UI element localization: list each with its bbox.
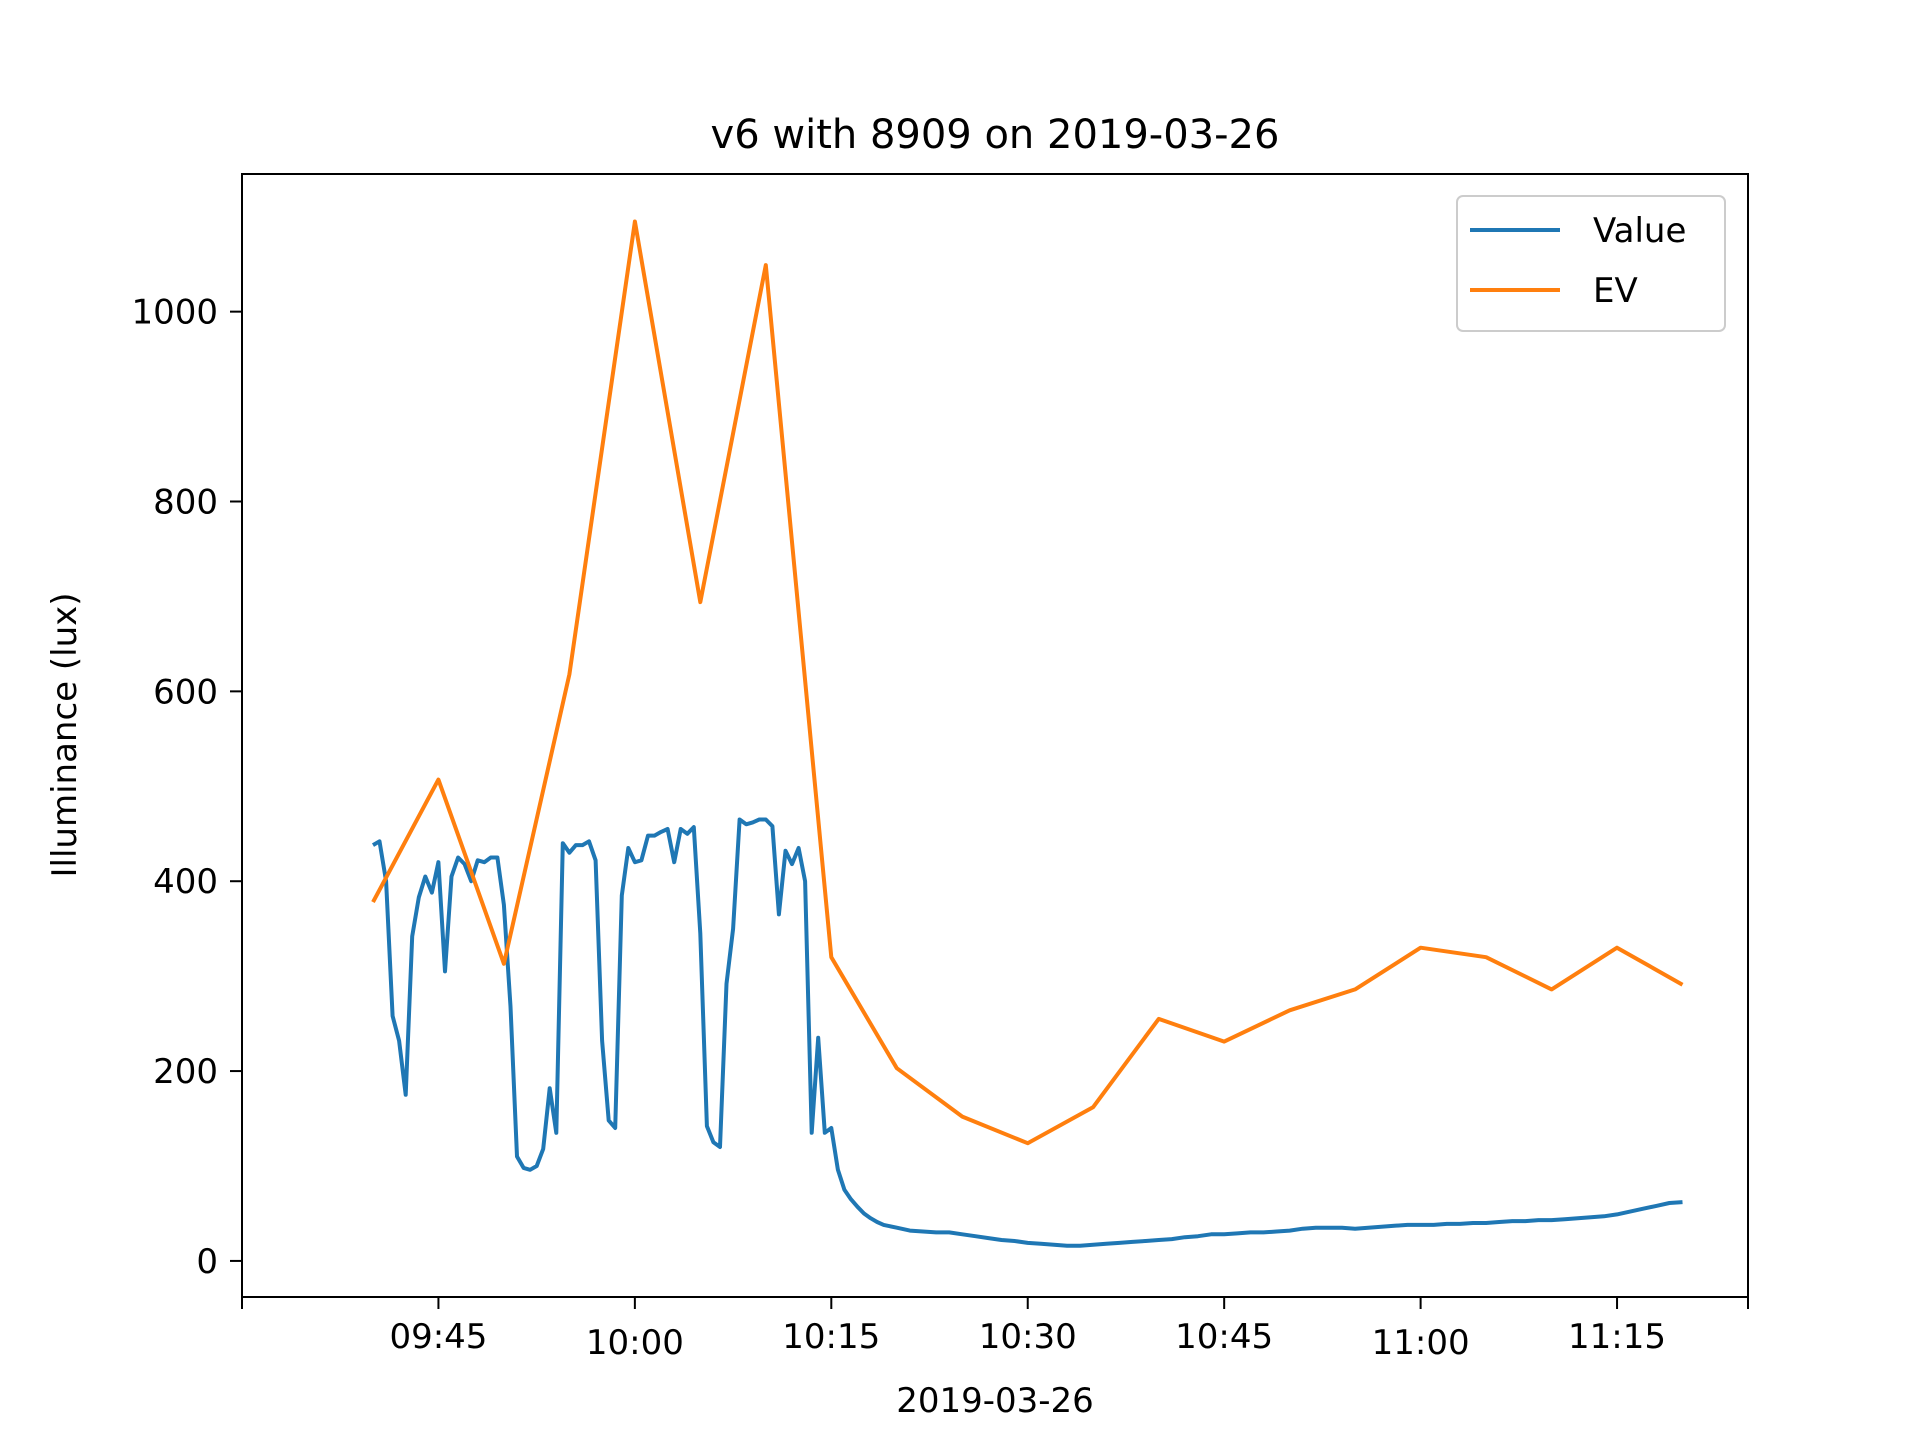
x-tick-label: 10:00 [586,1323,684,1363]
x-tick-label: 10:30 [979,1317,1077,1357]
y-tick-label: 200 [153,1052,218,1092]
y-tick-label: 0 [196,1242,218,1282]
legend: Value EV [1456,195,1726,332]
x-tick-label: 09:45 [389,1317,487,1357]
y-tick-label: 1000 [131,293,218,333]
x-tick-label: 11:15 [1568,1317,1666,1357]
x-axis-label: 2019-03-26 [896,1381,1094,1421]
legend-label-value: Value [1593,211,1686,251]
y-axis: 0 200 400 600 800 1000 [131,293,242,1282]
x-tick-label: 10:15 [782,1317,880,1357]
plot-frame [241,173,1749,1298]
x-tick-label: 10:45 [1175,1317,1273,1357]
chart-title: v6 with 8909 on 2019-03-26 [711,112,1280,158]
y-tick-label: 800 [153,483,218,523]
y-tick-label: 600 [153,672,218,712]
plot-area [371,219,1684,1248]
x-axis: 09:45 10:00 10:15 10:30 10:45 11:00 11:15 [241,1297,1749,1363]
series-line-value [371,817,1683,1248]
y-tick-label: 400 [153,862,218,902]
series-line-ev [371,219,1684,1146]
x-tick-label: 11:00 [1372,1323,1470,1363]
legend-label-ev: EV [1593,271,1638,311]
y-axis-label: Illuminance (lux) [45,592,85,877]
